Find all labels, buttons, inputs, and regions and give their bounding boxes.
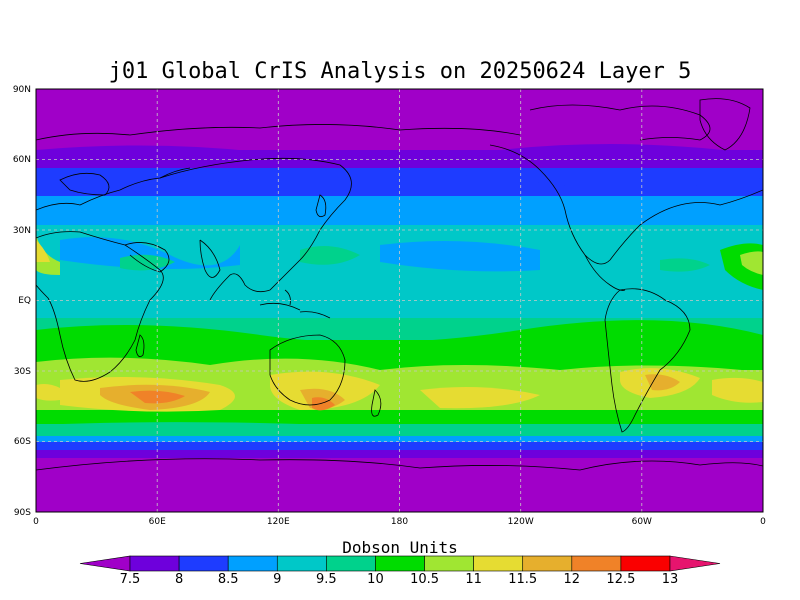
lat-tick: 60S xyxy=(14,437,31,447)
map-frame xyxy=(35,88,764,513)
colorbar-box xyxy=(424,555,474,572)
latitude-axis: 90N 60N 30N EQ 30S 60S 90S xyxy=(13,85,31,518)
colorbar-box xyxy=(129,555,180,572)
colorbar-box xyxy=(276,555,327,572)
lat-tick: EQ xyxy=(18,296,31,306)
colorbar-box xyxy=(522,555,573,572)
colorbar-box xyxy=(227,555,278,572)
lon-tick: 120W xyxy=(508,517,534,527)
colorbar-tick-label: 7.5 xyxy=(120,572,141,587)
lon-tick: 0 xyxy=(33,517,39,527)
colorbar-ticks: 7.5 8 8.5 9 9.5 10 10.5 11 11.5 12 12.5 13 xyxy=(120,572,679,587)
lat-tick: 90S xyxy=(14,508,31,518)
coastlines xyxy=(36,98,763,471)
colorbar-box xyxy=(375,555,425,572)
colorbar-high-triangle xyxy=(669,555,721,572)
lon-tick: 120E xyxy=(267,517,290,527)
lon-tick: 0 xyxy=(760,517,766,527)
colorbar-tick-label: 12 xyxy=(564,572,581,587)
colorbar-box xyxy=(326,555,376,572)
colorbar-box xyxy=(178,555,229,572)
lat-tick: 60N xyxy=(13,155,31,165)
lat-tick: 30N xyxy=(13,226,31,236)
colorbar-tick-label: 13 xyxy=(662,572,679,587)
gridlines xyxy=(36,89,763,512)
colorbar-tick-label: 9.5 xyxy=(316,572,337,587)
colorbar-tick-label: 11.5 xyxy=(508,572,537,587)
colorbar-low-triangle xyxy=(79,555,131,572)
colorbar-tick-label: 12.5 xyxy=(606,572,635,587)
lon-tick: 60W xyxy=(632,517,652,527)
lat-tick: 90N xyxy=(13,85,31,95)
colorbar-tick-label: 11 xyxy=(465,572,482,587)
colorbar-box xyxy=(571,555,622,572)
lat-tick: 30S xyxy=(14,367,31,377)
colorbar-box xyxy=(620,555,671,572)
colorbar-box xyxy=(473,555,524,572)
lon-tick: 180 xyxy=(391,517,408,527)
longitude-axis: 0 60E 120E 180 120W 60W 0 xyxy=(33,517,766,527)
colorbar-label: Dobson Units xyxy=(342,538,458,557)
colorbar xyxy=(79,555,721,572)
colorbar-tick-label: 10 xyxy=(367,572,384,587)
colorbar-tick-label: 8.5 xyxy=(218,572,239,587)
colorbar-tick-label: 8 xyxy=(175,572,183,587)
colorbar-tick-label: 9 xyxy=(273,572,281,587)
lon-tick: 60E xyxy=(149,517,166,527)
colorbar-tick-label: 10.5 xyxy=(410,572,439,587)
figure-title: j01 Global CrIS Analysis on 20250624 Lay… xyxy=(109,59,692,84)
